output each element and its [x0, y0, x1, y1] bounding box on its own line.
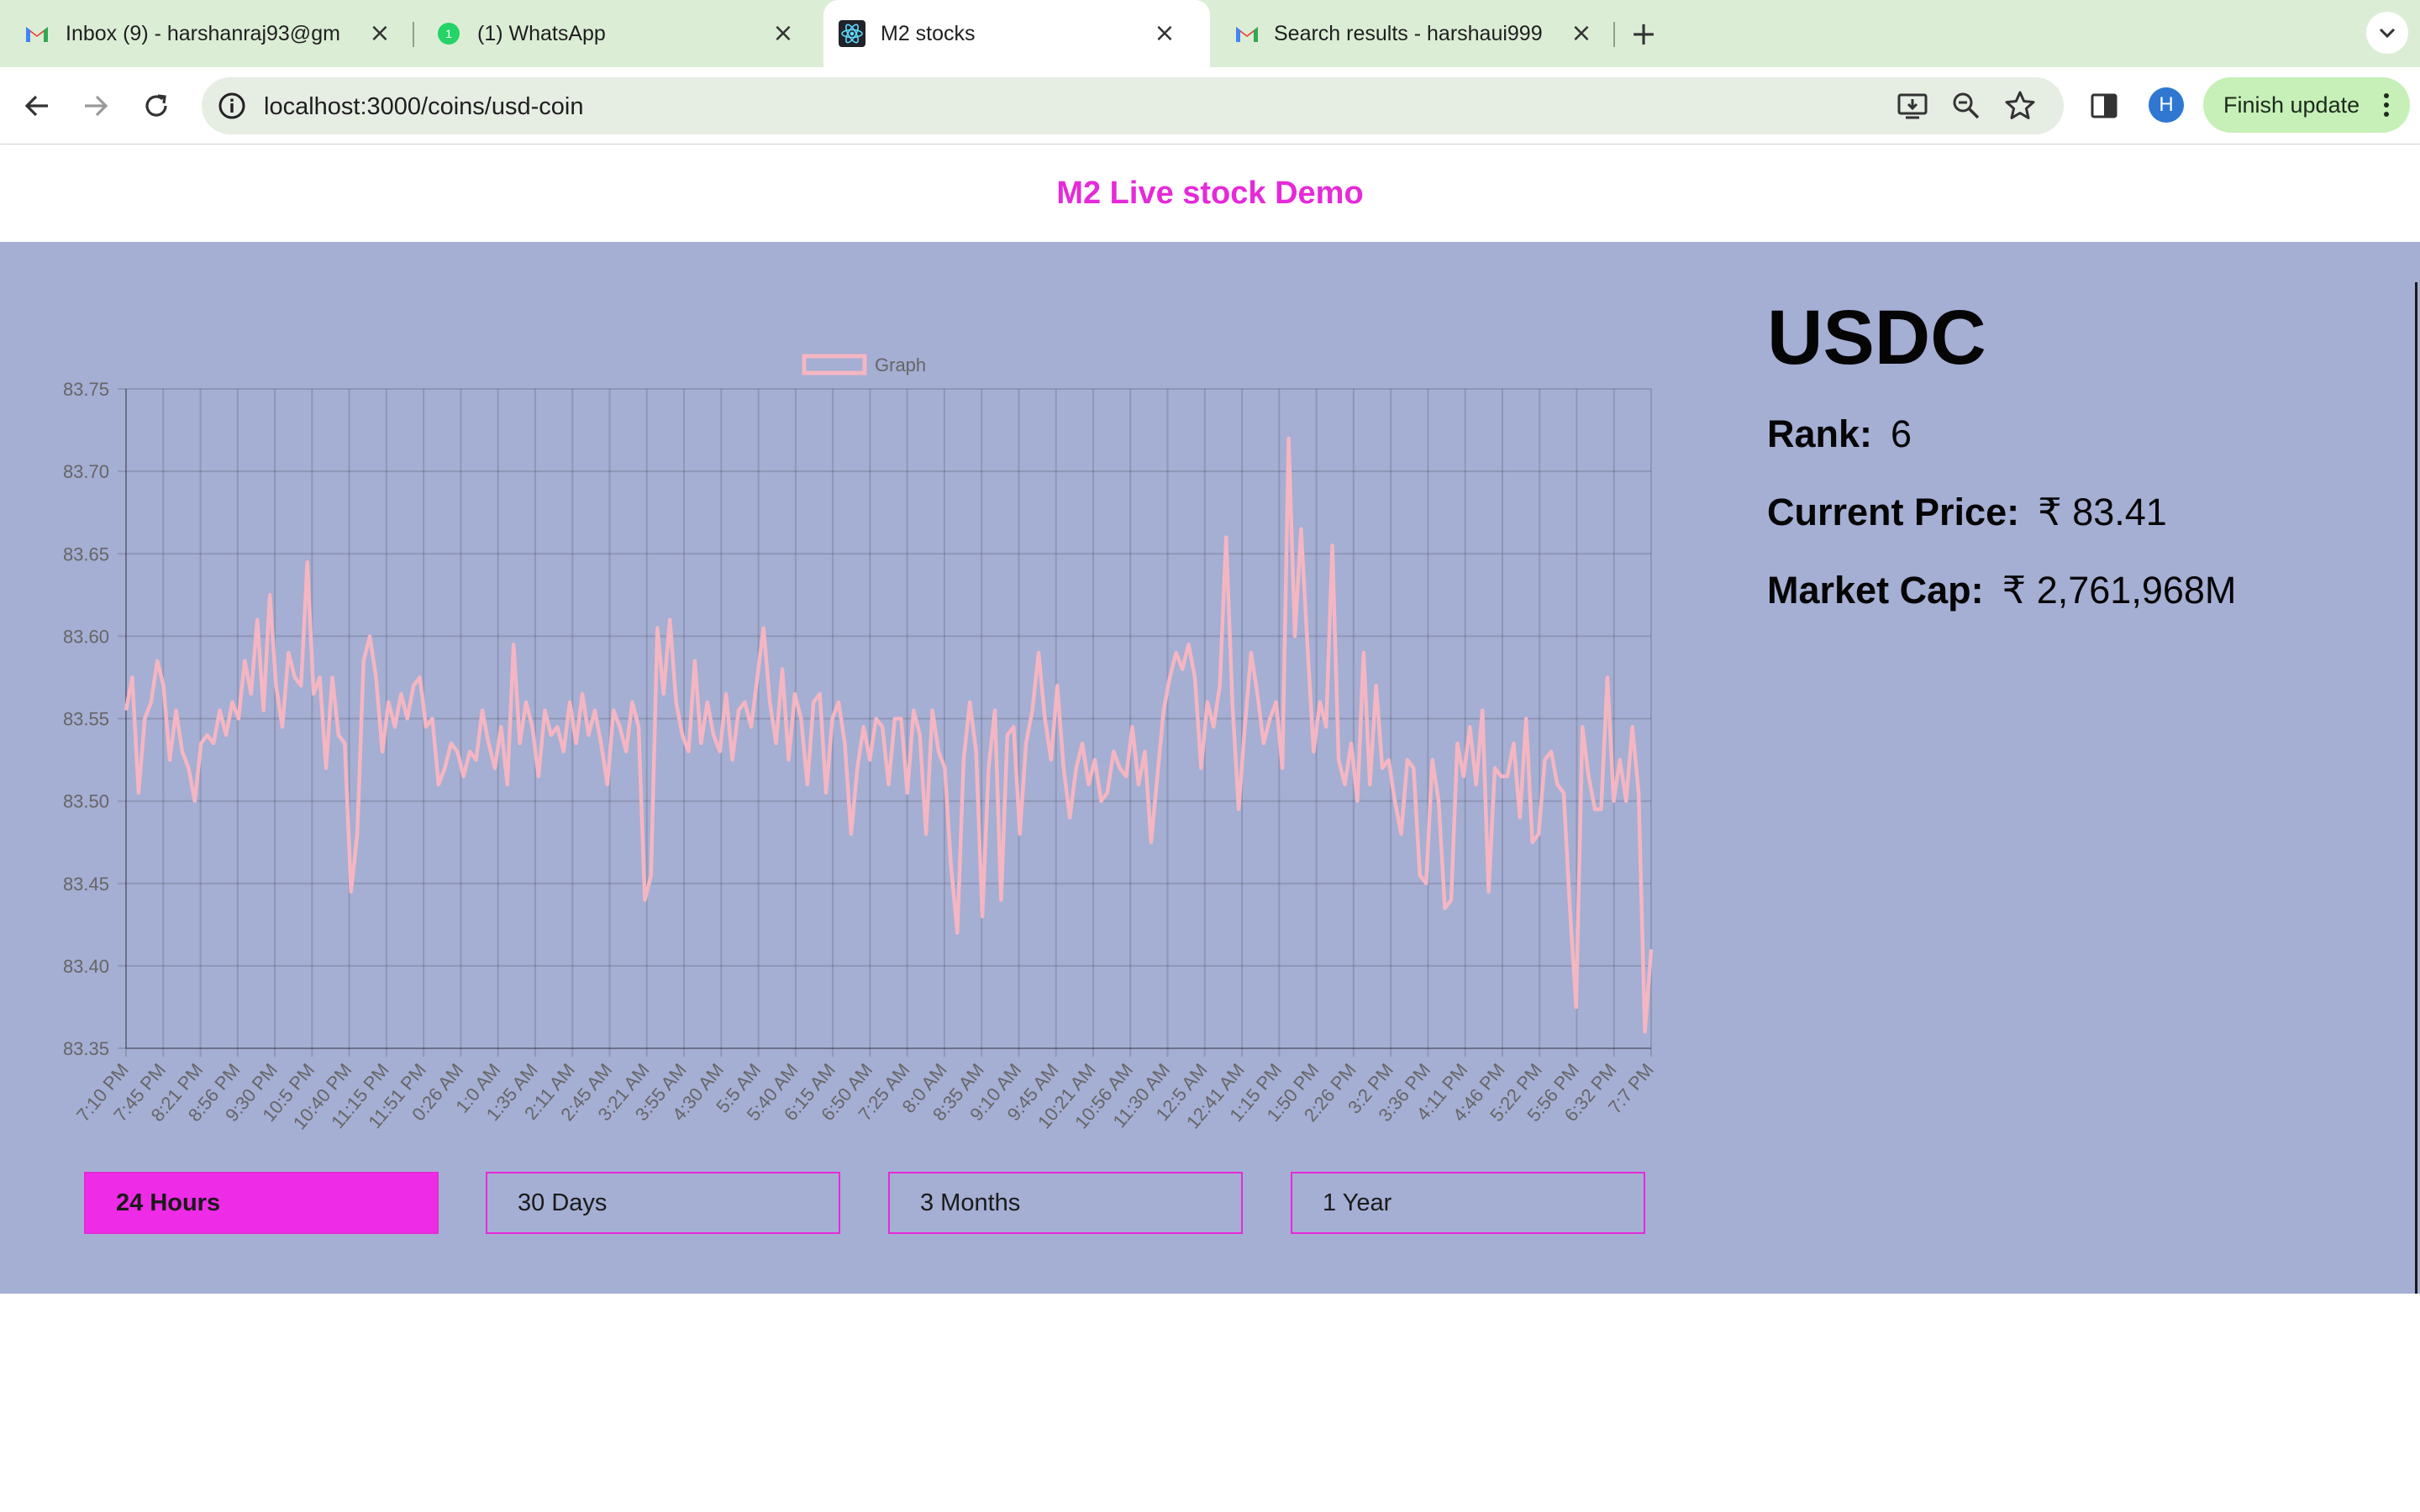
scrollbar-edge — [2415, 282, 2417, 1294]
rank-value: 6 — [1891, 412, 1912, 455]
tab-title: Search results - harshaui999 — [1274, 22, 1543, 45]
tab-title: Inbox (9) - harshanraj93@gm — [66, 22, 340, 45]
legend-swatch — [802, 354, 867, 375]
price-chart[interactable]: 83.75 83.70 83.65 83.60 83.55 83.50 83.45 83.40… — [0, 319, 1714, 1142]
y-tick-label: 83.70 — [63, 461, 109, 482]
page-blank-area — [0, 1294, 2420, 1512]
y-tick-label: 83.60 — [63, 626, 109, 647]
install-icon — [1897, 93, 1928, 119]
range-30-days-button[interactable]: 30 Days — [486, 1172, 840, 1234]
address-bar[interactable]: localhost:3000/coins/usd-coin — [202, 77, 2064, 134]
coin-market-cap: Market Cap: ₹ 2,761,968M — [1767, 568, 2236, 613]
y-tick-label: 83.65 — [63, 543, 109, 564]
y-tick-label: 83.50 — [63, 791, 109, 812]
y-axis: 83.75 83.70 83.65 83.60 83.55 83.50 83.45 83.40… — [63, 379, 109, 1059]
coin-current-price: Current Price: ₹ 83.41 — [1767, 490, 2167, 535]
close-tab-icon[interactable]: × — [1154, 18, 1176, 48]
reload-button[interactable] — [136, 86, 176, 126]
star-icon — [2005, 91, 2035, 119]
gmail-icon — [1236, 27, 1258, 42]
side-panel-button[interactable] — [2082, 84, 2126, 128]
coin-name: USDC — [1767, 295, 1986, 381]
tab-separator — [413, 22, 414, 47]
chart-series — [124, 436, 1654, 1034]
more-vert-icon[interactable] — [2378, 91, 2395, 119]
tab-title: (1) WhatsApp — [477, 22, 606, 45]
site-info-icon[interactable] — [215, 89, 249, 123]
chevron-down-icon — [2379, 28, 2396, 39]
zoom-button[interactable] — [1944, 84, 1988, 128]
tab-whatsapp[interactable]: 1 (1) WhatsApp × — [420, 0, 823, 67]
tab-separator — [1613, 22, 1615, 47]
browser-toolbar: localhost:3000/coins/usd-coin — [0, 67, 2420, 144]
tab-gmail-inbox[interactable]: Inbox (9) - harshanraj93@gm × — [8, 0, 412, 67]
install-app-button[interactable] — [1891, 84, 1934, 128]
series-line-graph — [124, 436, 1654, 1034]
browser-tab-strip: Inbox (9) - harshanraj93@gm × 1 (1) What… — [0, 0, 2420, 67]
chart-grid — [118, 388, 1652, 1057]
url-text[interactable]: localhost:3000/coins/usd-coin — [264, 93, 584, 120]
y-tick-label: 83.75 — [63, 379, 109, 400]
y-tick-label: 83.45 — [63, 874, 109, 895]
bookmark-button[interactable] — [1998, 84, 2042, 128]
rank-label: Rank: — [1767, 412, 1873, 455]
arrow-left-icon — [24, 95, 48, 117]
finish-update-label: Finish update — [2223, 92, 2360, 118]
new-tab-button[interactable]: + — [1630, 15, 1657, 52]
react-icon — [839, 20, 865, 47]
price-label: Current Price: — [1767, 491, 2020, 533]
zoom-out-icon — [1953, 92, 1980, 119]
x-axis: 7:10 PM7:45 PM8:21 PM8:56 PM9:30 PM10:5 … — [72, 1059, 1658, 1133]
legend-label: Graph — [875, 354, 926, 375]
range-3-months-button[interactable]: 3 Months — [888, 1172, 1243, 1234]
price-value: ₹ 83.41 — [2038, 491, 2167, 533]
tab-search-button[interactable] — [2366, 12, 2408, 54]
profile-avatar[interactable]: H — [2149, 87, 2184, 123]
finish-update-button[interactable]: Finish update — [2203, 77, 2410, 133]
back-button[interactable] — [17, 86, 57, 126]
range-1-year-button[interactable]: 1 Year — [1291, 1172, 1645, 1234]
page-title: M2 Live stock Demo — [1056, 176, 1364, 211]
market-cap-label: Market Cap: — [1767, 569, 1984, 612]
tab-gmail-search[interactable]: Search results - harshaui999 × — [1218, 0, 1613, 67]
forward-button[interactable] — [76, 86, 116, 126]
y-tick-label: 83.40 — [63, 956, 109, 977]
reload-icon — [145, 94, 167, 117]
coin-page — [0, 242, 2420, 1294]
coin-rank: Rank: 6 — [1767, 412, 1912, 457]
y-tick-label: 83.35 — [63, 1038, 109, 1059]
range-24-hours-button[interactable]: 24 Hours — [84, 1172, 439, 1234]
svg-text:1: 1 — [445, 27, 452, 40]
chart-legend[interactable]: Graph — [802, 354, 926, 375]
tab-title: M2 stocks — [881, 22, 976, 45]
app-header: M2 Live stock Demo — [0, 145, 2420, 242]
side-panel-icon — [2091, 93, 2118, 118]
close-tab-icon[interactable]: × — [369, 18, 391, 48]
y-tick-label: 83.55 — [63, 709, 109, 730]
tab-m2-stocks[interactable]: M2 stocks × — [823, 0, 1210, 67]
whatsapp-icon: 1 — [438, 23, 460, 45]
close-tab-icon[interactable]: × — [1570, 18, 1592, 48]
market-cap-value: ₹ 2,761,968M — [2002, 569, 2237, 612]
close-tab-icon[interactable]: × — [772, 18, 794, 48]
arrow-right-icon — [85, 95, 108, 117]
gmail-icon — [26, 27, 48, 42]
